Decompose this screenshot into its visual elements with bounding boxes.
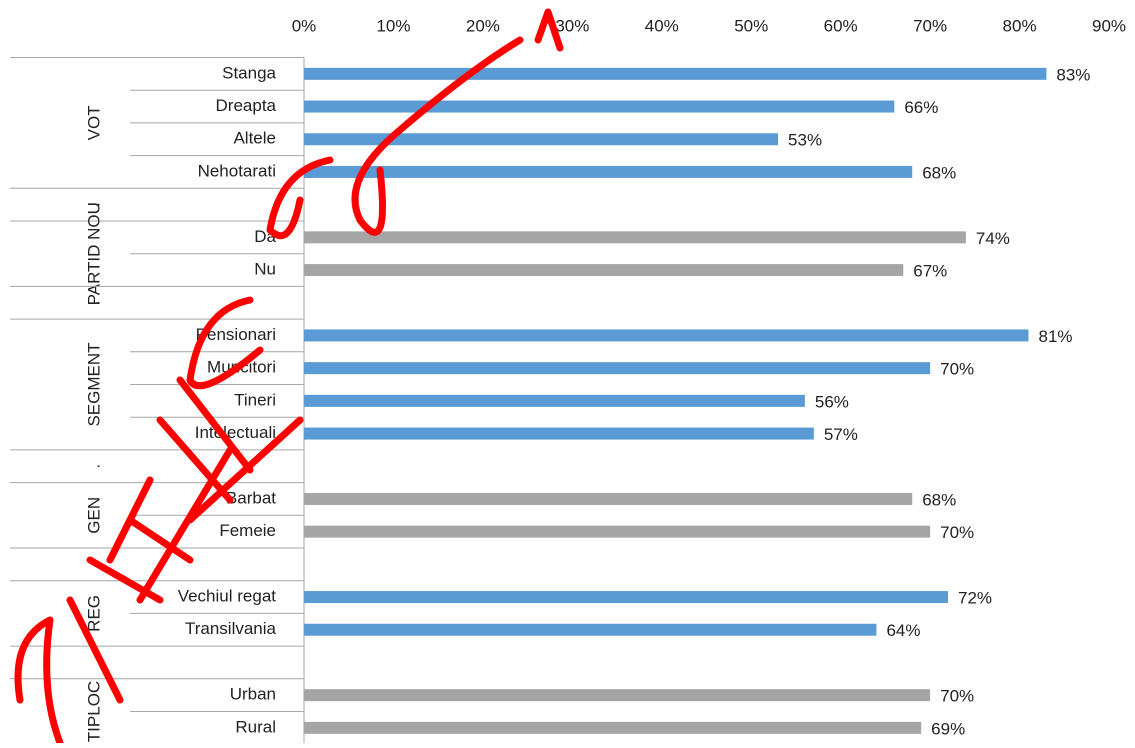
group-label: GEN (84, 497, 103, 534)
x-tick-label: 10% (376, 16, 410, 35)
bar (304, 67, 1047, 80)
scribble (14, 8, 564, 747)
value-label: 74% (976, 229, 1010, 248)
value-label: 57% (824, 425, 858, 444)
scribble-stroke (266, 156, 334, 240)
value-label: 69% (931, 719, 965, 738)
bar (304, 362, 931, 375)
group-label: . (84, 464, 103, 469)
x-tick-label: 40% (645, 16, 679, 35)
group-label: REG (84, 595, 103, 632)
value-label: 70% (940, 360, 974, 379)
category-label: Rural (235, 717, 276, 736)
bar (304, 492, 913, 505)
group-label: . (84, 202, 103, 207)
value-label: 81% (1039, 327, 1073, 346)
bar (304, 525, 931, 538)
scribble-stroke (14, 616, 64, 747)
category-label: Intelectuali (195, 423, 276, 442)
group-label: SEGMENT (84, 342, 103, 426)
bar (304, 689, 931, 702)
value-label: 72% (958, 589, 992, 608)
category-label: Stanga (222, 63, 276, 82)
bar (304, 591, 948, 604)
x-tick-label: 60% (824, 16, 858, 35)
x-tick-label: 50% (734, 16, 768, 35)
value-label: 53% (788, 131, 822, 150)
bar (304, 133, 779, 146)
bar (304, 264, 904, 277)
bar (304, 721, 922, 734)
group-label: VOT (84, 105, 103, 140)
group-label: TIPLOC (84, 681, 103, 742)
group-label: . (84, 300, 103, 305)
value-label: 83% (1056, 65, 1090, 84)
bar (304, 623, 877, 636)
category-label: Transilvania (185, 619, 277, 638)
value-label: 64% (886, 621, 920, 640)
x-tick-label: 80% (1003, 16, 1037, 35)
x-tick-label: 70% (913, 16, 947, 35)
value-label: 67% (913, 262, 947, 281)
group-label: . (84, 660, 103, 665)
bar (304, 329, 1029, 342)
category-label: Femeie (219, 521, 276, 540)
bar (304, 427, 814, 440)
category-label: Vechiul regat (178, 587, 277, 606)
bar (304, 100, 895, 113)
scribble-stroke (156, 376, 254, 504)
value-label: 70% (940, 523, 974, 542)
scribble-stroke (136, 416, 304, 604)
category-label: Altele (233, 129, 276, 148)
category-label: Pensionari (196, 325, 276, 344)
category-label: Urban (230, 685, 276, 704)
bar (304, 231, 966, 244)
category-label: Tineri (234, 390, 276, 409)
scribble-stroke (534, 8, 564, 52)
bar (304, 394, 805, 407)
category-label: Dreapta (216, 96, 277, 115)
scribble-stroke (186, 296, 264, 390)
x-tick-label: 20% (466, 16, 500, 35)
value-label: 68% (922, 490, 956, 509)
category-label: Nehotarati (198, 161, 276, 180)
bar (304, 165, 913, 178)
scribble-stroke (351, 36, 524, 236)
group-label: PARTID NOU (84, 202, 103, 305)
scribble-stroke (66, 556, 164, 704)
category-label: Barbat (226, 488, 276, 507)
value-label: 56% (815, 392, 849, 411)
x-tick-label: 30% (555, 16, 589, 35)
x-tick-label: 0% (292, 16, 317, 35)
x-tick-label: 90% (1092, 16, 1126, 35)
value-label: 70% (940, 687, 974, 706)
category-label: Nu (254, 260, 276, 279)
value-label: 68% (922, 163, 956, 182)
value-label: 66% (904, 98, 938, 117)
scribble-stroke (106, 476, 194, 564)
